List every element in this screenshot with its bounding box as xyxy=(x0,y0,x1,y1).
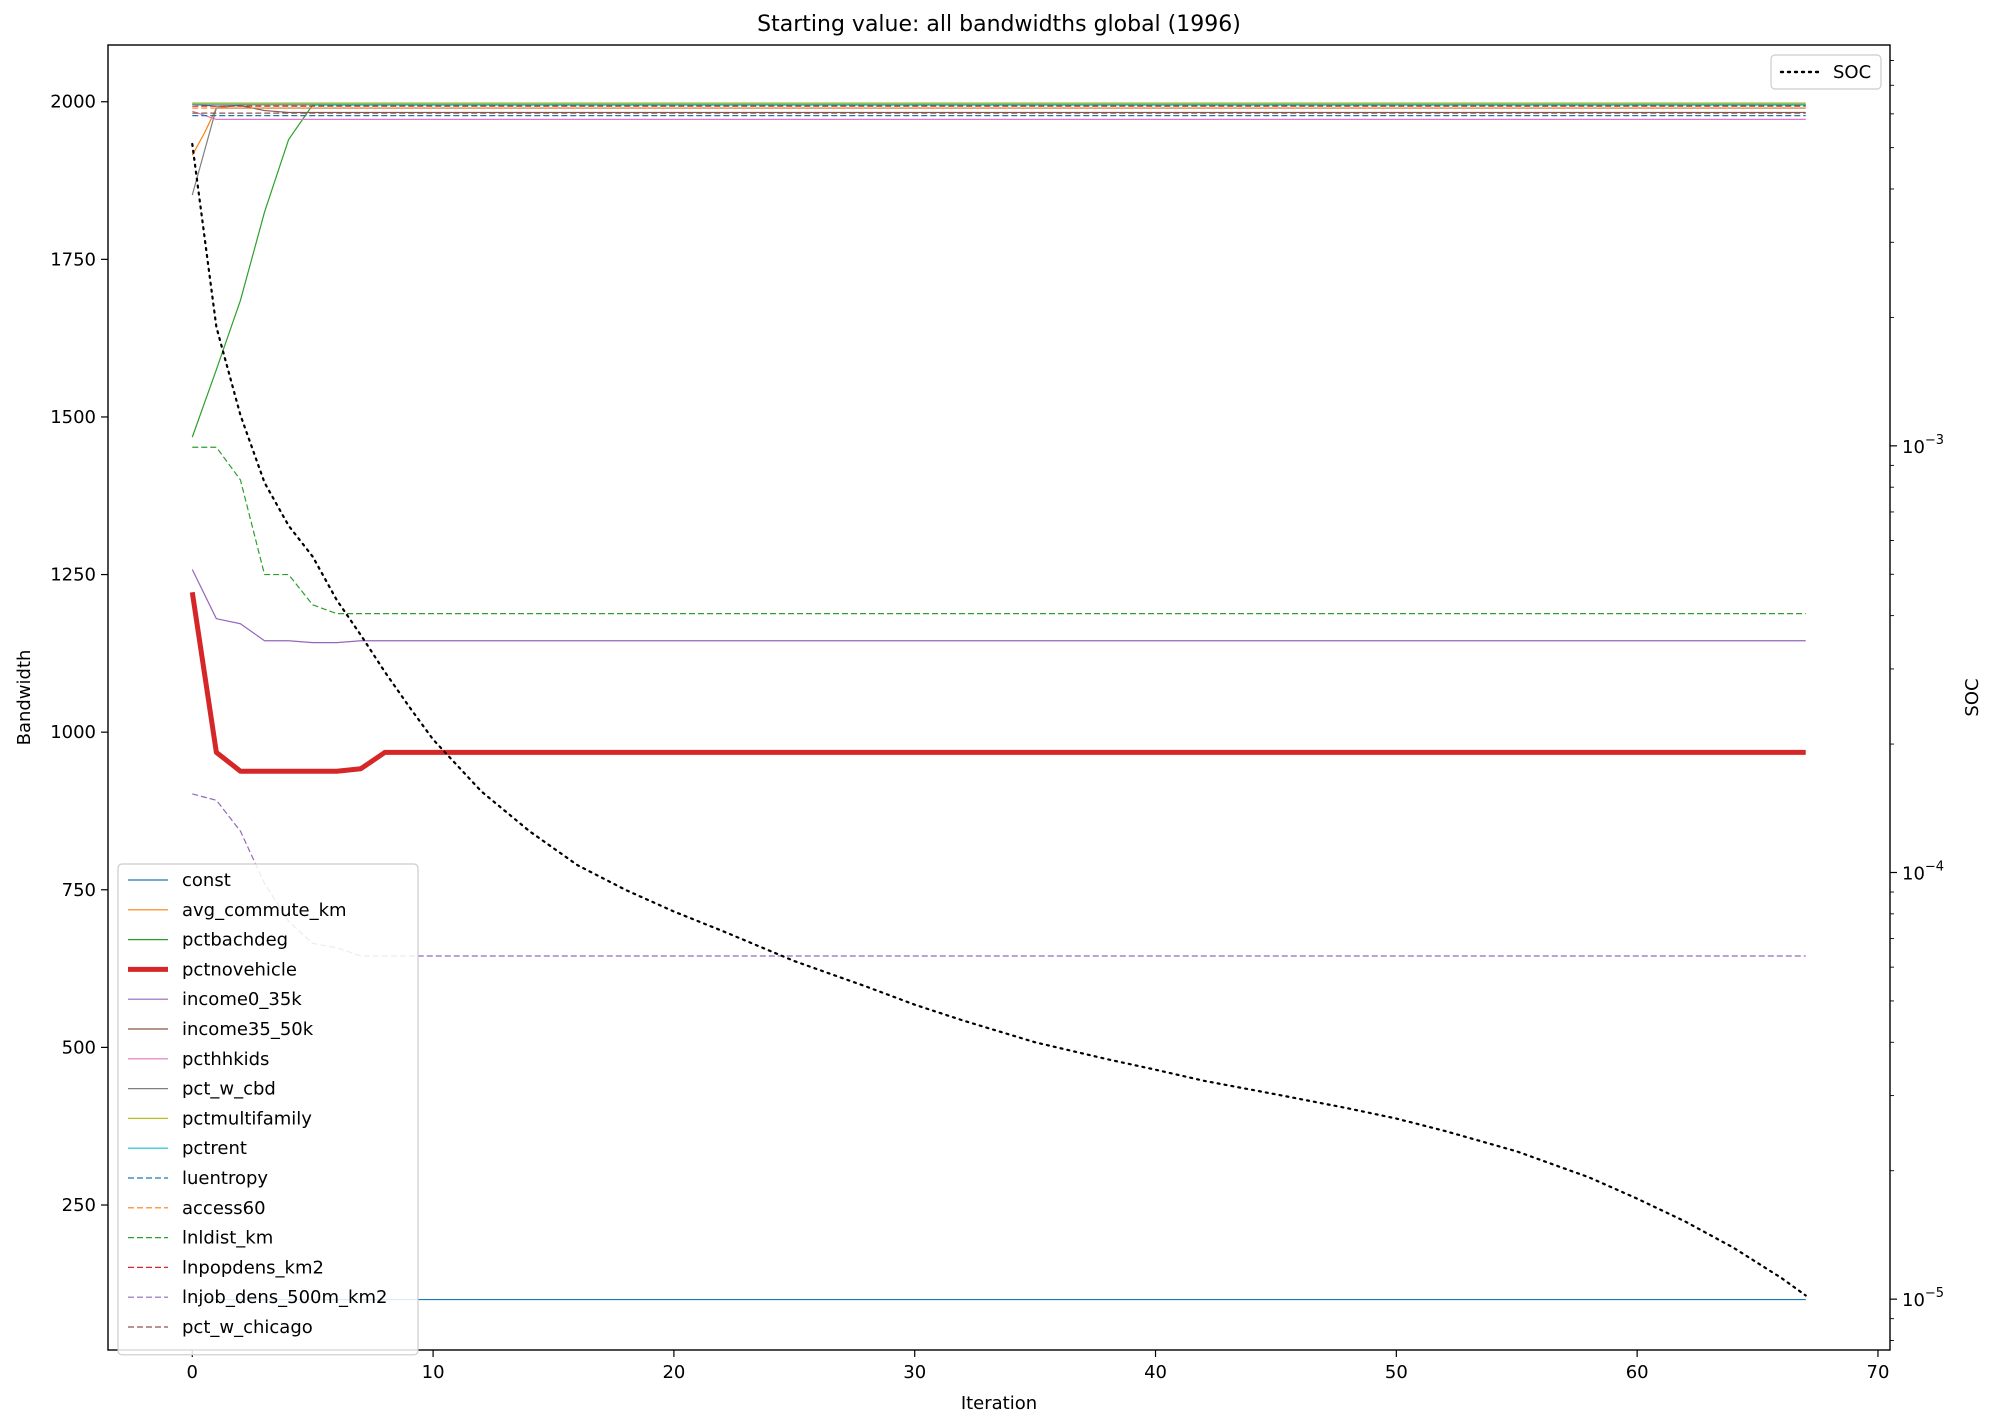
x-tick-label: 20 xyxy=(662,1362,685,1383)
y-tick-label: 500 xyxy=(62,1037,96,1058)
legend-bandwidth: const avg_commute_km pctbachdeg pctnovehicl… xyxy=(117,863,419,1356)
y-tick-label: 1500 xyxy=(50,407,96,428)
y2-axis-label: SOC xyxy=(1962,678,1983,716)
legend-soc: SOC xyxy=(1770,54,1882,90)
legend-label: avg_commute_km xyxy=(182,900,347,921)
y-tick-label: 2000 xyxy=(50,92,96,113)
legend-label: pcthhkids xyxy=(182,1049,269,1070)
y2-tick-label: 10−5 xyxy=(1902,1286,1944,1311)
series-line-pctbachdeg xyxy=(191,104,1806,438)
legend-label: lnjob_dens_500m_km2 xyxy=(182,1287,387,1308)
y2-tick-base: 10 xyxy=(1902,863,1925,884)
y2-tick-label: 10−3 xyxy=(1902,433,1944,458)
chart-title: Starting value: all bandwidths global (1… xyxy=(757,12,1241,37)
legend-label: income0_35k xyxy=(182,989,302,1010)
legend-label: const xyxy=(182,870,231,891)
y-tick-label: 250 xyxy=(62,1195,96,1216)
legend-label: lnldist_km xyxy=(182,1228,273,1249)
y2-tick-exp: −4 xyxy=(1925,859,1944,874)
legend-box xyxy=(1770,54,1882,90)
y-axis-label: Bandwidth xyxy=(14,650,35,746)
series-line-lnldist-km xyxy=(192,446,1806,615)
series-line-soc xyxy=(191,142,1807,1297)
x-tick-label: 0 xyxy=(187,1362,198,1383)
axes: 0 10 20 30 40 50 60 70 250 500 750 1000 1250 1500 1750… xyxy=(50,44,1944,1383)
legend-label: pctmultifamily xyxy=(182,1108,312,1129)
legend-label: access60 xyxy=(182,1198,266,1219)
y-tick-label: 1750 xyxy=(50,249,96,270)
series-line-income0-35k xyxy=(191,569,1806,644)
legend-box xyxy=(117,863,419,1356)
y2-tick-base: 10 xyxy=(1902,1290,1925,1311)
plot-frame xyxy=(107,44,1891,1351)
x-tick-label: 40 xyxy=(1144,1362,1167,1383)
legend-label: lnpopdens_km2 xyxy=(182,1257,324,1278)
x-tick-label: 30 xyxy=(903,1362,926,1383)
legend-label: pct_w_cbd xyxy=(182,1079,276,1100)
plot-lines xyxy=(189,102,1807,1301)
legend-label: pctrent xyxy=(182,1138,247,1159)
x-tick-label: 10 xyxy=(422,1362,445,1383)
legend-label: income35_50k xyxy=(182,1019,314,1040)
series-line-pct-w-cbd xyxy=(191,107,1806,196)
x-tick-label: 60 xyxy=(1626,1362,1649,1383)
legend-label: luentropy xyxy=(182,1168,268,1189)
y-tick-label: 750 xyxy=(62,880,96,901)
series-line-pcthhkids xyxy=(192,110,1806,120)
legend-label: pct_w_chicago xyxy=(182,1317,313,1338)
y-tick-label: 1250 xyxy=(50,565,96,586)
legend-label: SOC xyxy=(1833,62,1871,83)
y-tick-label: 1000 xyxy=(50,722,96,743)
series-line-pctnovehicle xyxy=(189,591,1806,774)
y2-tick-exp: −3 xyxy=(1925,433,1944,448)
x-tick-label: 70 xyxy=(1867,1362,1890,1383)
x-axis-label: Iteration xyxy=(961,1393,1037,1414)
y2-tick-label: 10−4 xyxy=(1902,859,1944,884)
legend-label: pctbachdeg xyxy=(182,930,288,951)
y2-tick-exp: −5 xyxy=(1925,1286,1944,1301)
series-line-lnjob-dens-500m-km2 xyxy=(192,793,1806,957)
x-tick-label: 50 xyxy=(1385,1362,1408,1383)
legend-label: pctnovehicle xyxy=(182,959,297,980)
y2-tick-base: 10 xyxy=(1902,437,1925,458)
